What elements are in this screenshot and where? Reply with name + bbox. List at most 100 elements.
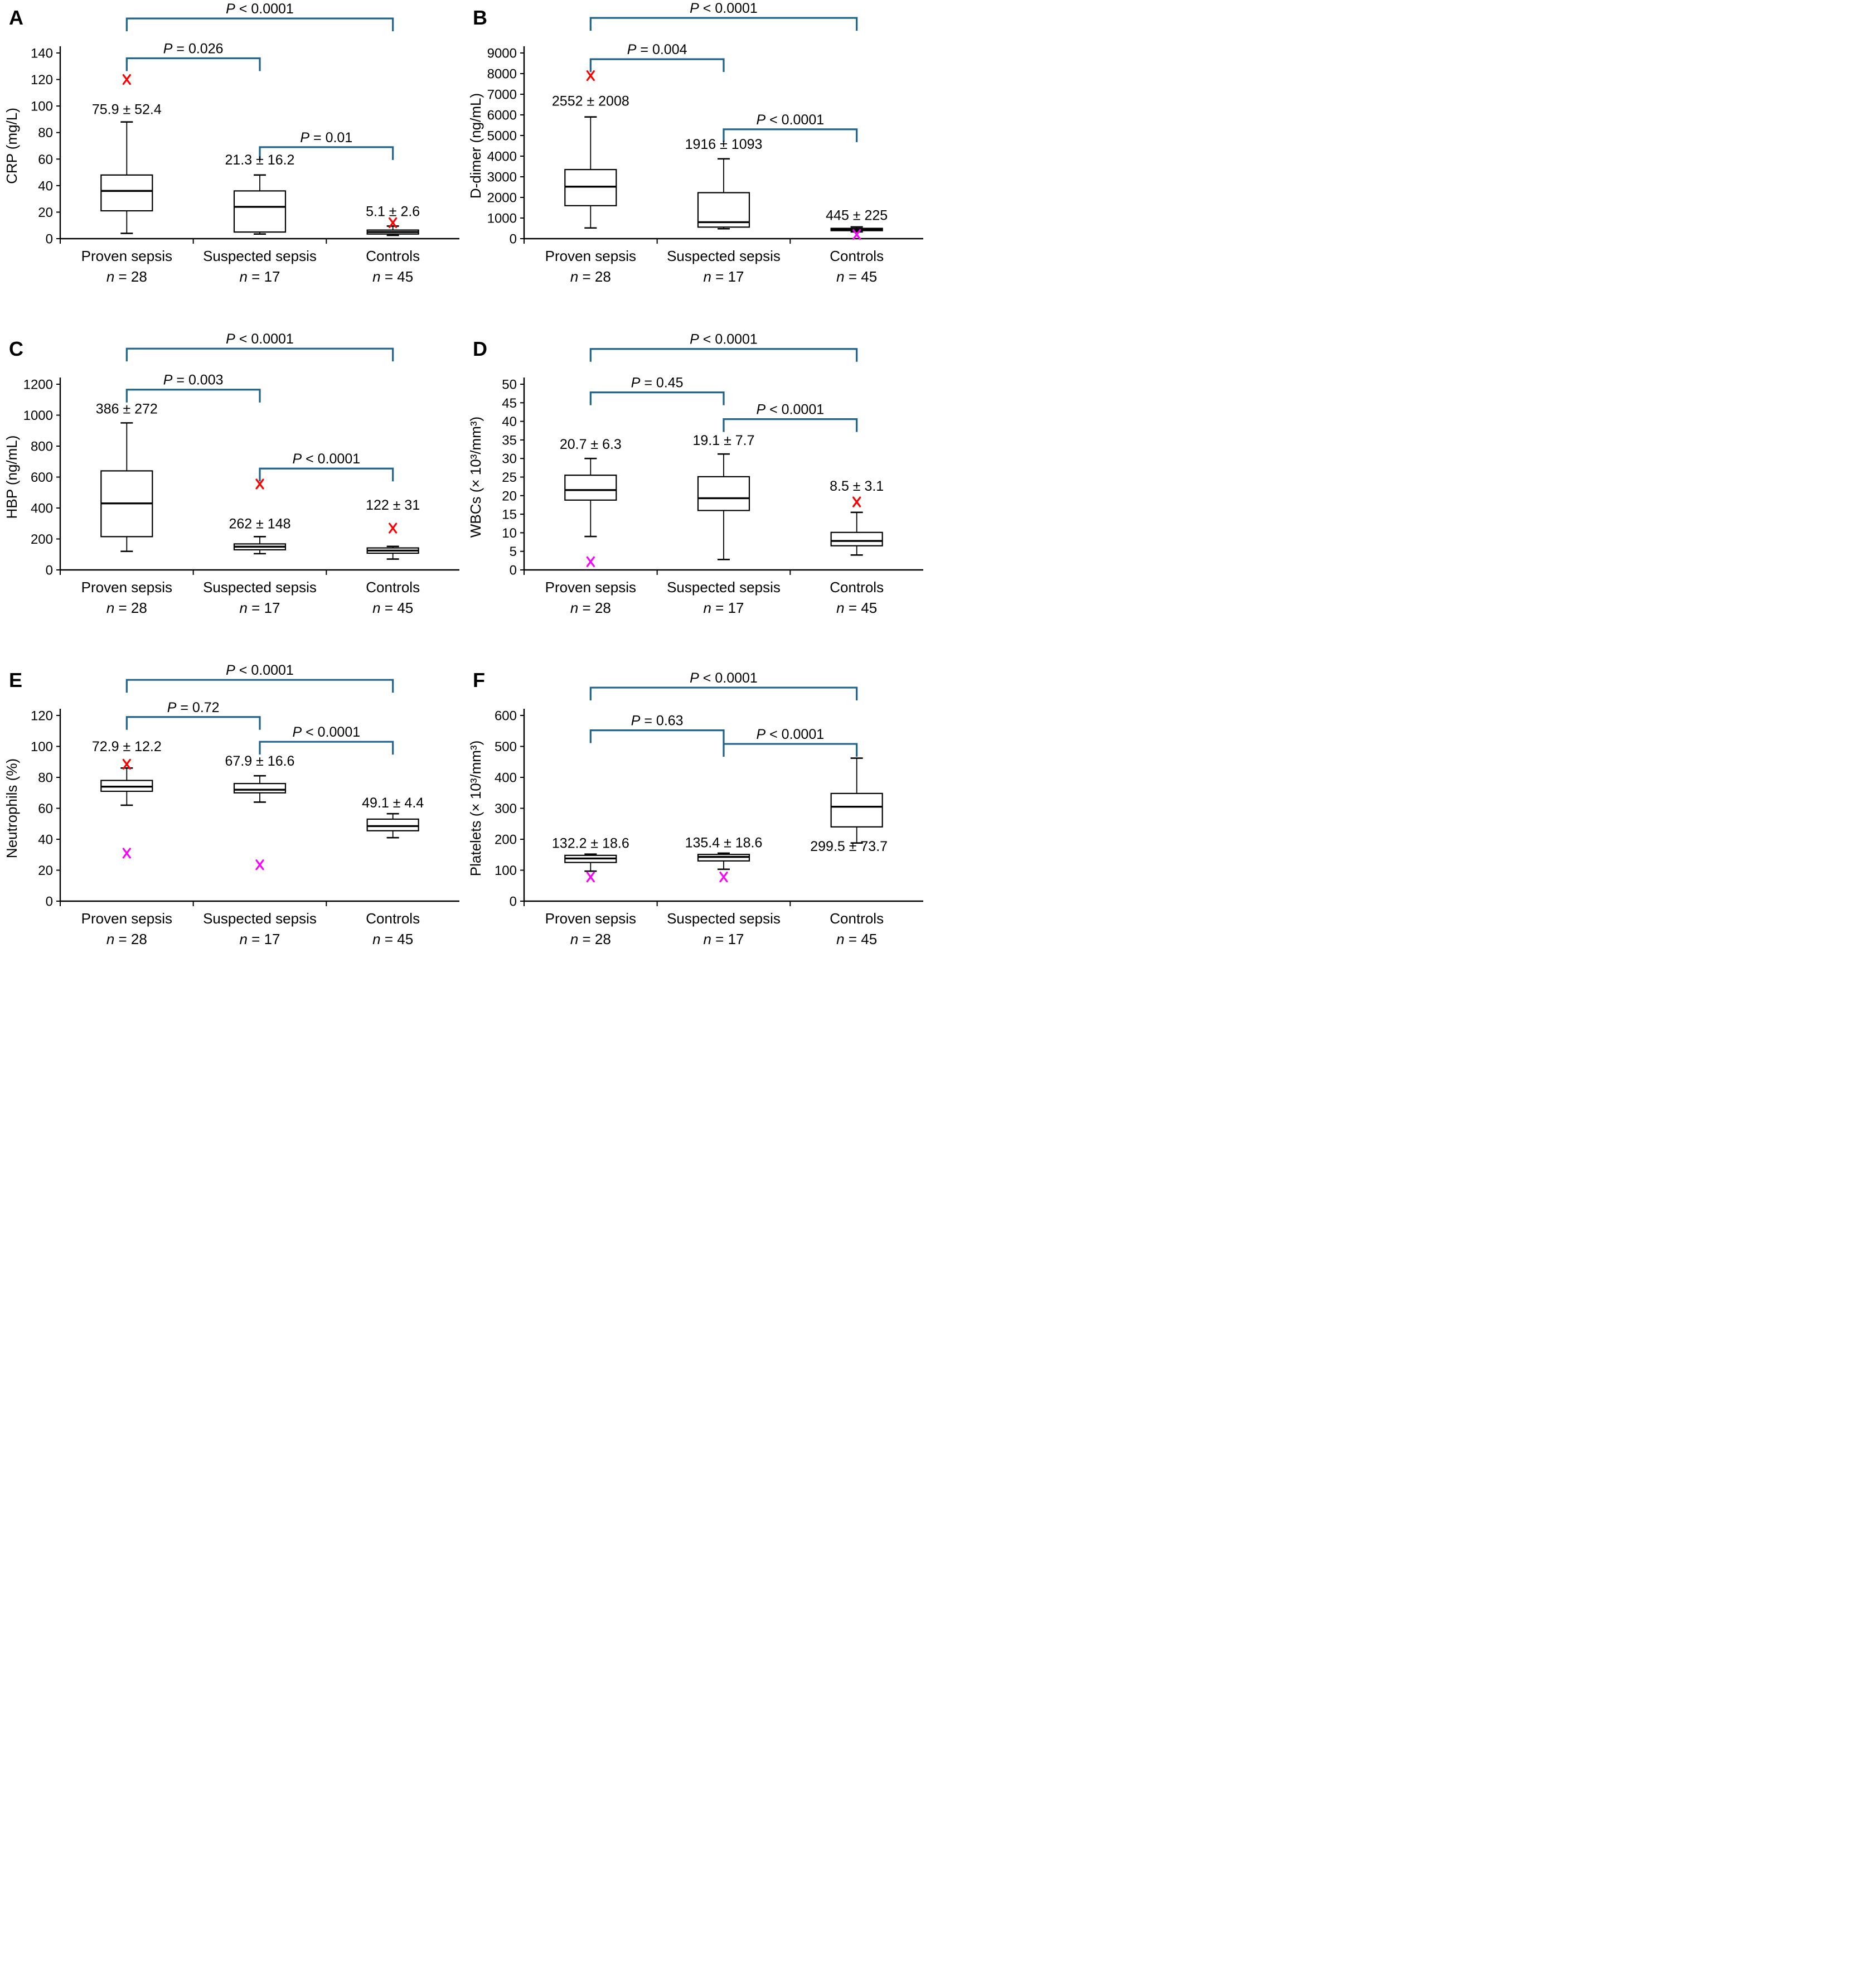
boxplot-proven-sepsis — [100, 758, 153, 859]
mean-sd-label: 386 ± 272 — [96, 402, 158, 417]
group-label: Proven sepsis — [81, 910, 172, 927]
y-tick-label: 10 — [502, 526, 517, 541]
mean-sd-label: 299.5 ± 73.7 — [810, 839, 888, 854]
mean-sd-label: 21.3 ± 16.2 — [225, 152, 295, 168]
p-value-label: P = 0.004 — [627, 42, 687, 57]
y-axis-title: Neutrophils (%) — [3, 758, 20, 858]
y-tick-label: 20 — [38, 863, 53, 878]
n-count-label: n = 28 — [106, 931, 147, 947]
boxplot-proven-sepsis — [564, 853, 617, 883]
box — [564, 475, 617, 501]
group-label: Controls — [830, 248, 884, 264]
panel-F-chart: F 0 100 200 300 400 500 600 Platelets (× 10³/mm³… — [467, 669, 923, 947]
mean-sd-label: 262 ± 148 — [229, 516, 290, 532]
y-tick-label: 200 — [31, 532, 53, 547]
y-tick-label: 40 — [38, 178, 53, 194]
panel-A-chart: A 0 20 40 60 80 100 120 140 CRP (mg/L) P < 0.0001 P… — [3, 1, 459, 285]
p-value-label: P = 0.72 — [167, 700, 220, 715]
mean-sd-label: 1916 ± 1093 — [685, 137, 763, 152]
group-label: Proven sepsis — [545, 579, 636, 596]
boxplot-suspected-sepsis — [697, 852, 750, 883]
n-count-label: n = 17 — [703, 599, 744, 616]
significance-bracket — [259, 741, 394, 755]
n-count-label: n = 45 — [836, 931, 877, 947]
outlier-x-icon — [122, 758, 131, 770]
mean-sd-label: 49.1 ± 4.4 — [362, 795, 424, 811]
box — [830, 531, 883, 546]
boxplot-proven-sepsis — [564, 457, 617, 567]
panel-letter: C — [9, 337, 23, 360]
y-tick-label: 1200 — [23, 378, 53, 393]
group-label: Controls — [366, 910, 420, 927]
y-tick-label: 0 — [510, 563, 517, 578]
outlier-x-icon — [122, 848, 131, 859]
panel-grid: A 0 20 40 60 80 100 120 140 CRP (mg/L) P < 0.0001 P… — [0, 0, 928, 994]
group-label: Controls — [830, 579, 884, 596]
box — [100, 174, 153, 212]
outlier-x-icon — [586, 70, 595, 81]
y-tick-label: 120 — [31, 709, 53, 724]
y-tick-label: 20 — [38, 205, 53, 220]
panel-A: A 0 20 40 60 80 100 120 140 CRP (mg/L) P < 0.0001 P… — [0, 0, 464, 331]
y-axis-title: D-dimer (ng/mL) — [467, 93, 484, 199]
outlier-x-icon — [255, 859, 264, 870]
significance-bracket — [125, 679, 394, 693]
n-count-label: n = 17 — [239, 931, 280, 947]
y-tick-label: 200 — [495, 833, 517, 848]
sepsis-biomarkers-boxplot-figure: A 0 20 40 60 80 100 120 140 CRP (mg/L) P < 0.0001 P… — [0, 0, 928, 994]
n-count-label: n = 45 — [372, 268, 413, 285]
significance-bracket — [125, 17, 394, 32]
significance-bracket — [589, 686, 858, 701]
significance-bracket — [259, 467, 394, 482]
boxplot-suspected-sepsis — [233, 478, 287, 555]
n-count-label: n = 45 — [372, 599, 413, 616]
y-tick-label: 0 — [46, 563, 53, 578]
y-tick-label: 0 — [46, 894, 53, 910]
y-tick-label: 140 — [31, 46, 53, 61]
group-label: Controls — [366, 248, 420, 264]
y-tick-label: 15 — [502, 507, 517, 523]
group-label: Suspected sepsis — [667, 248, 781, 264]
significance-bracket — [589, 58, 725, 72]
panel-E-chart: E 0 20 40 60 80 100 120 Neutrophils (%) P < 0.000… — [3, 662, 459, 947]
n-count-label: n = 45 — [372, 931, 413, 947]
y-tick-label: 5 — [510, 544, 517, 559]
mean-sd-label: 5.1 ± 2.6 — [366, 204, 420, 220]
y-tick-label: 0 — [510, 894, 517, 910]
y-tick-label: 1000 — [487, 211, 517, 226]
box — [233, 783, 287, 794]
mean-sd-label: 19.1 ± 7.7 — [692, 433, 754, 448]
panel-B-chart: B 0 1000 2000 3000 4000 5000 6000 7000 8000 9000 D-… — [467, 1, 923, 285]
y-tick-label: 6000 — [487, 108, 517, 123]
y-tick-label: 100 — [31, 99, 53, 114]
n-count-label: n = 28 — [106, 599, 147, 616]
y-tick-label: 800 — [31, 439, 53, 454]
panel-C-chart: C 0 200 400 600 800 1000 1200 HBP (ng/mL) P < 0.0… — [3, 331, 459, 616]
group-label: Proven sepsis — [545, 248, 636, 264]
mean-sd-label: 72.9 ± 12.2 — [92, 739, 162, 754]
boxplot-controls — [366, 217, 419, 236]
y-axis-title: Platelets (× 10³/mm³) — [467, 741, 484, 876]
group-label: Controls — [366, 579, 420, 596]
p-value-label: P < 0.0001 — [293, 724, 361, 740]
p-value-label: P = 0.63 — [631, 713, 684, 729]
outlier-x-icon — [389, 217, 398, 229]
y-tick-label: 0 — [46, 232, 53, 247]
y-tick-label: 80 — [38, 771, 53, 786]
outlier-x-icon — [852, 229, 861, 240]
p-value-label: P = 0.45 — [631, 375, 684, 391]
panel-D-chart: D 0 5 10 15 20 25 30 35 40 45 50 WBCs (× 10³/mm³) P <… — [467, 332, 923, 616]
y-tick-label: 35 — [502, 433, 517, 448]
p-value-label: P < 0.0001 — [226, 662, 294, 678]
significance-bracket — [125, 389, 261, 403]
panel-letter: E — [9, 669, 22, 691]
group-label: Proven sepsis — [545, 910, 636, 927]
panel-letter: F — [473, 669, 485, 691]
significance-bracket — [589, 729, 725, 743]
y-tick-label: 100 — [495, 863, 517, 878]
y-axis-title: WBCs (× 10³/mm³) — [467, 417, 484, 538]
boxplot-suspected-sepsis — [697, 453, 750, 560]
mean-sd-label: 132.2 ± 18.6 — [552, 836, 629, 852]
y-tick-label: 2000 — [487, 191, 517, 206]
n-count-label: n = 45 — [836, 599, 877, 616]
